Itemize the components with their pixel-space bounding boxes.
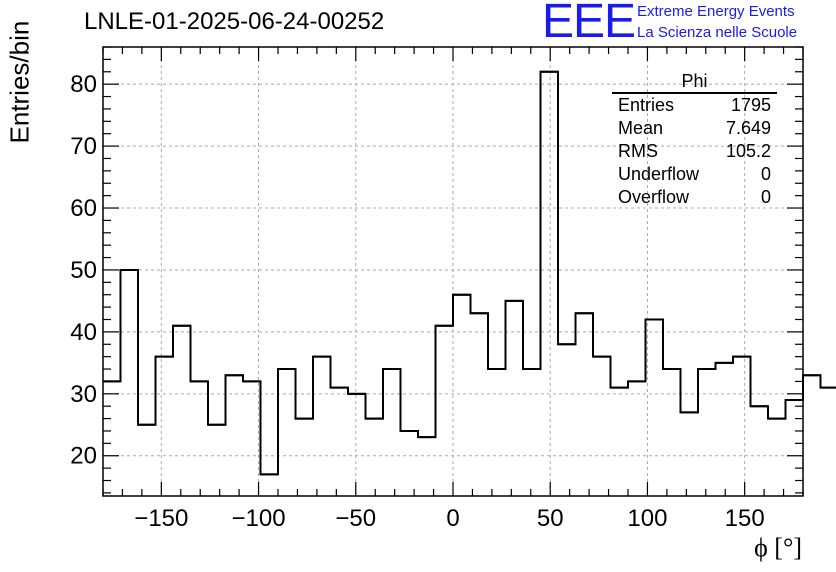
x-tick-label: −50 <box>335 505 376 532</box>
stats-row-mean: Mean 7.649 <box>612 117 777 140</box>
y-tick-label: 70 <box>70 133 97 160</box>
stats-label: Entries <box>618 95 675 115</box>
x-tick-label: 150 <box>725 505 765 532</box>
y-axis-label: Entries/bin <box>4 20 35 144</box>
logo-subtitle-2: La Scienza nelle Scuole <box>637 24 798 41</box>
stats-label: Mean <box>618 118 664 138</box>
x-tick-label: −100 <box>232 505 286 532</box>
y-tick-label: 50 <box>70 257 97 284</box>
stats-label: Overflow <box>618 187 690 207</box>
y-tick-label: 20 <box>70 443 97 470</box>
x-tick-label: 50 <box>537 505 564 532</box>
stats-label: Underflow <box>618 164 700 184</box>
logo-subtitle-1: Extreme Energy Events <box>637 3 795 20</box>
axes-layer: −150 −100 −50 0 50 100 150 20 30 40 50 60 70 80 <box>70 46 804 532</box>
y-tick-label: 60 <box>70 195 97 222</box>
stats-row-overflow: Overflow 0 <box>612 186 777 209</box>
chart-title: LNLE-01-2025-06-24-00252 <box>84 8 385 35</box>
stats-value: 7.649 <box>725 118 771 138</box>
x-tick-label: −150 <box>134 505 188 532</box>
stats-value: 1795 <box>730 95 771 115</box>
x-tick-label: 0 <box>446 505 459 532</box>
y-tick-label: 40 <box>70 319 97 346</box>
histogram-layer <box>103 70 836 476</box>
stats-value: 0 <box>760 187 771 207</box>
y-tick-label: 30 <box>70 381 97 408</box>
stats-row-underflow: Underflow 0 <box>612 163 777 186</box>
stats-box: Phi Entries 1795 Mean 7.649 RMS 105.2 Un… <box>612 70 777 209</box>
x-tick-label: 100 <box>627 505 667 532</box>
stats-row-entries: Entries 1795 <box>612 94 777 117</box>
stats-value: 0 <box>760 164 771 184</box>
x-axis-label: ϕ [°] <box>754 533 802 562</box>
stats-box-title: Phi <box>612 70 777 94</box>
y-tick-label: 80 <box>70 71 97 98</box>
stats-value: 105.2 <box>725 141 771 161</box>
eee-logo: EEE <box>542 0 636 48</box>
stats-label: RMS <box>618 141 658 161</box>
grid-layer <box>103 47 803 496</box>
stats-row-rms: RMS 105.2 <box>612 140 777 163</box>
